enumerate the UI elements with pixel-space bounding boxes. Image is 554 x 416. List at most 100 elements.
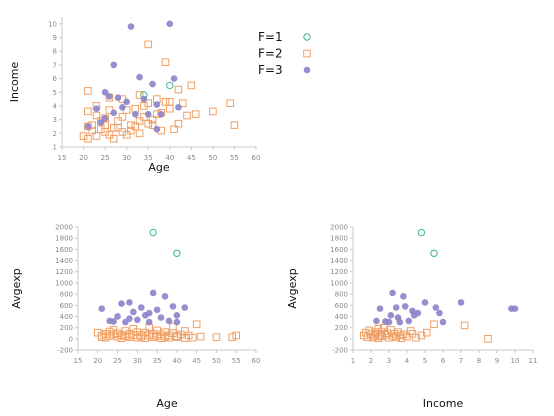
point-f-3 <box>157 110 165 118</box>
panel-avgexp-vs-age: 15 20 25 30 35 40 45 50 55 60 -200 0 200 400 600 800 100… <box>10 224 260 411</box>
point-f-2 <box>406 327 415 335</box>
point-f-2 <box>423 328 431 337</box>
point-f-2 <box>84 87 92 95</box>
y-tick-label: 1800 <box>55 235 73 243</box>
point-f-3 <box>414 309 422 317</box>
x-tick-label: 35 <box>153 357 162 365</box>
point-f-2 <box>93 328 102 337</box>
y-tick-label: 1400 <box>55 257 73 265</box>
y-tick-label: 200 <box>335 324 348 332</box>
point-f-3 <box>432 304 440 311</box>
point-f-3 <box>118 300 125 307</box>
x-tick-label: 6 <box>441 357 446 365</box>
point-f-3 <box>101 114 109 122</box>
legend-label-f-3: F=3 <box>258 63 283 77</box>
x-tick-label: 35 <box>144 154 153 162</box>
point-f-2 <box>92 132 101 140</box>
point-f-1 <box>149 228 157 237</box>
y-tick-label: 800 <box>335 291 348 299</box>
y-tick-label: 0 <box>344 335 348 343</box>
x-tick-label: 20 <box>79 154 88 162</box>
y-axis-label: Avgexp <box>286 268 299 308</box>
point-f-3 <box>385 318 393 326</box>
y-tick-label: 2 <box>53 130 57 138</box>
point-f-3 <box>130 308 137 316</box>
point-f-2 <box>117 334 126 343</box>
point-f-2 <box>169 322 177 331</box>
y-tick-label: 8 <box>53 48 57 56</box>
point-f-2 <box>170 125 178 134</box>
legend-label-f-1: F=1 <box>258 30 283 44</box>
point-f-3 <box>123 98 130 106</box>
y-tick-label: 9 <box>53 34 57 42</box>
point-f-2 <box>165 104 174 113</box>
point-f-2 <box>165 98 174 106</box>
point-f-3 <box>145 309 153 317</box>
point-f-3 <box>173 318 181 326</box>
y-axis-label: Avgexp <box>10 268 23 308</box>
x-tick-label: 25 <box>101 154 110 162</box>
point-f-2 <box>157 334 165 343</box>
y-tick-label: 1600 <box>330 246 348 254</box>
y-tick-label: -200 <box>57 347 73 355</box>
point-f-3 <box>511 305 519 312</box>
point-f-3 <box>400 293 407 300</box>
y-tick-label: 1000 <box>55 279 73 287</box>
point-f-2 <box>122 130 131 139</box>
y-tick-label: 3 <box>53 116 57 124</box>
point-f-3 <box>387 312 395 319</box>
point-f-2 <box>181 327 189 335</box>
point-f-3 <box>144 110 152 118</box>
x-tick-label: 7 <box>459 357 463 365</box>
y-tick-label: 1400 <box>330 257 348 265</box>
series-f-3 <box>98 289 189 326</box>
x-tick-label: 60 <box>252 154 261 162</box>
point-f-2 <box>412 333 420 342</box>
x-tick-label: 10 <box>511 357 520 365</box>
point-f-1 <box>417 228 426 237</box>
x-axis-label: Income <box>423 397 464 410</box>
point-f-2 <box>144 119 153 128</box>
point-f-2 <box>226 99 234 108</box>
point-f-3 <box>153 125 161 133</box>
point-f-3 <box>165 317 173 325</box>
point-f-3 <box>149 80 156 88</box>
point-f-2 <box>148 121 157 129</box>
point-f-3 <box>93 105 100 112</box>
y-tick-label: 10 <box>48 20 57 28</box>
point-f-2 <box>484 335 492 343</box>
y-tick-label: 1200 <box>330 268 348 276</box>
point-f-2 <box>88 126 96 135</box>
x-tick-label: 4 <box>405 357 410 365</box>
x-tick-label: 55 <box>232 357 241 365</box>
panel-avgexp-vs-income: 1 2 3 4 5 6 7 8 9 10 11 -200 0 200 400 600 800 1000 1200 14… <box>286 224 537 411</box>
point-f-2 <box>84 107 92 116</box>
legend-label-f-2: F=2 <box>258 47 283 61</box>
y-tick-label: 5 <box>53 89 57 97</box>
point-f-2 <box>153 332 161 340</box>
point-f-2 <box>144 40 153 49</box>
point-f-2 <box>141 328 150 337</box>
point-f-2 <box>133 333 142 342</box>
point-f-2 <box>79 132 88 140</box>
point-f-2 <box>169 329 177 338</box>
x-tick-label: 45 <box>187 154 196 162</box>
point-f-2 <box>184 331 193 340</box>
series-f-3 <box>84 20 182 133</box>
point-f-3 <box>389 289 396 297</box>
legend: F=1 F=2 F=3 <box>258 30 311 77</box>
point-f-2 <box>135 117 144 125</box>
point-f-1 <box>166 81 174 90</box>
point-f-3 <box>157 314 165 321</box>
point-f-2 <box>105 130 114 139</box>
y-tick-label: 400 <box>60 313 73 321</box>
x-tick-label: 2 <box>369 357 373 365</box>
point-f-3 <box>126 299 133 306</box>
point-f-3 <box>97 119 105 126</box>
y-tick-label: 2000 <box>55 224 73 232</box>
point-f-2 <box>105 332 114 340</box>
point-f-2 <box>114 124 122 132</box>
series-f-2 <box>93 320 241 343</box>
y-tick-label: 400 <box>335 313 348 321</box>
